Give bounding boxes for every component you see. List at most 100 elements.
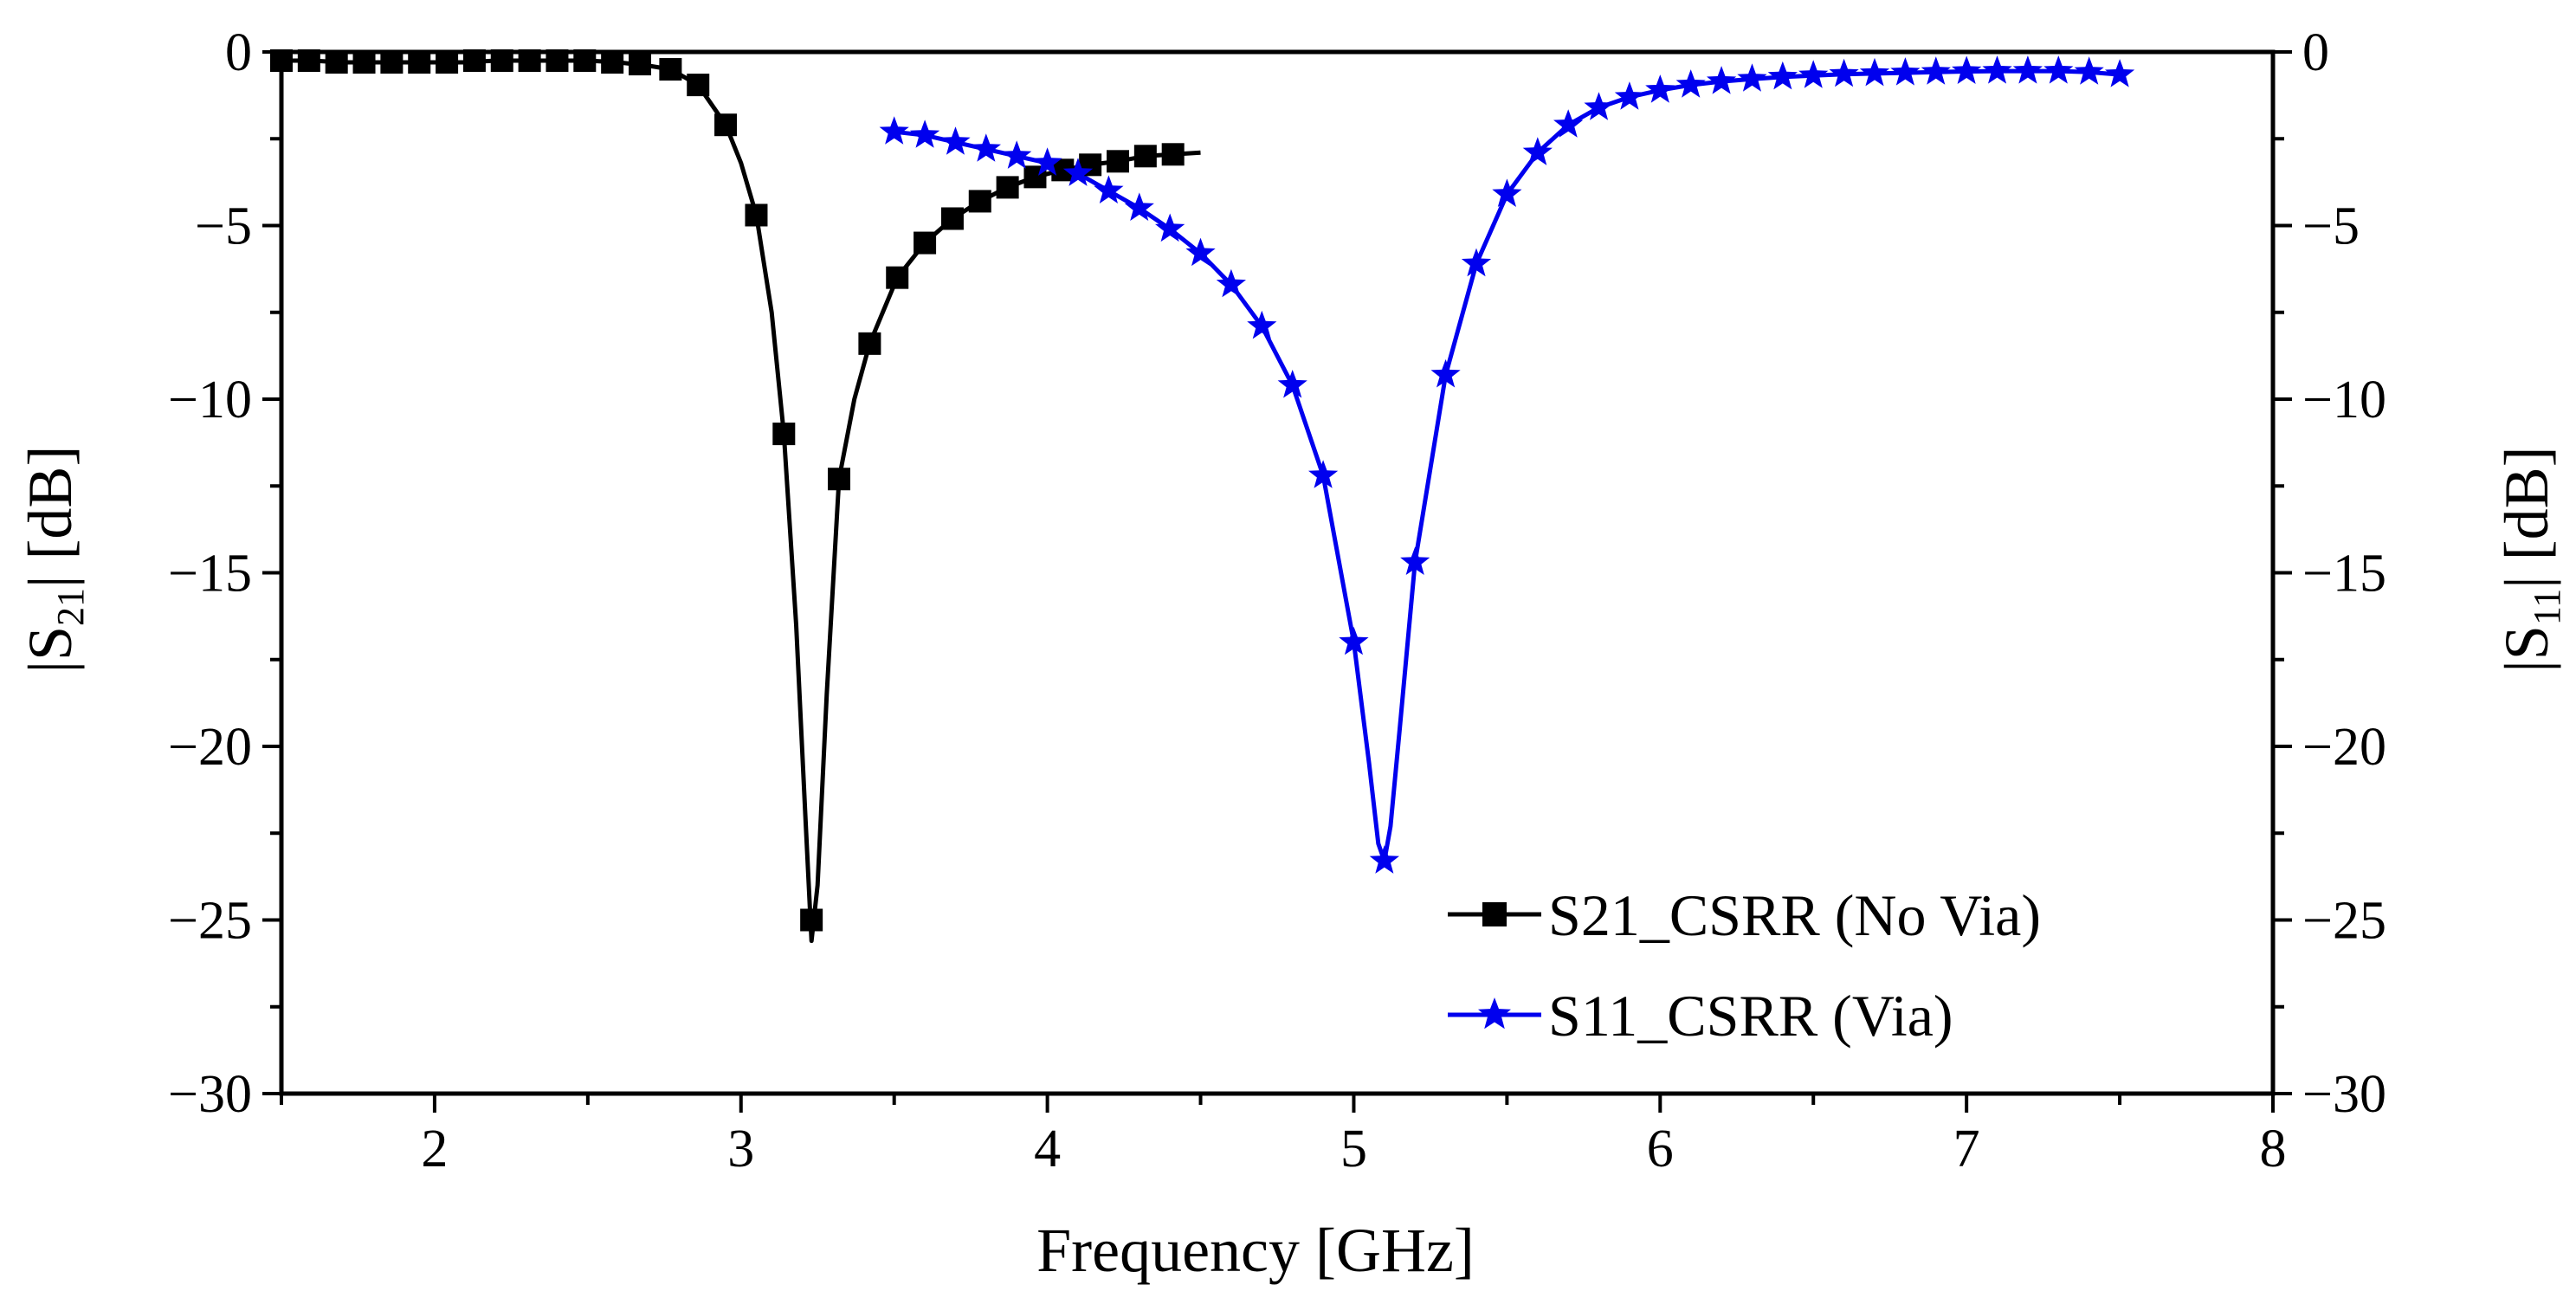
y-axis-title-left-sub: 21: [49, 588, 92, 626]
series-0-marker: [968, 190, 991, 213]
series-1-marker: [2012, 55, 2043, 84]
series-1-marker: [910, 119, 940, 148]
series-1-marker: [1094, 175, 1124, 203]
series-1-marker: [1277, 370, 1307, 398]
series-0-marker: [914, 231, 937, 255]
legend-marker-s21: [1482, 902, 1507, 926]
series-1-marker: [1339, 626, 1369, 655]
y-axis-title-right-sub: 11: [2526, 589, 2568, 625]
legend-label-s21: S21_CSRR (No Via): [1548, 882, 2041, 948]
legend-marker-s11: [1478, 997, 1511, 1030]
y-axis-title-right-suffix: | [dB]: [2492, 446, 2561, 588]
series-1-marker: [1155, 213, 1185, 242]
y-axis-title-right: |S11| [dB]: [2492, 446, 2568, 672]
series-1-marker: [1492, 178, 1522, 207]
series-0-marker: [800, 908, 823, 932]
series-1-marker: [1400, 546, 1430, 575]
series-1-marker: [1032, 147, 1062, 176]
series-0-marker: [325, 51, 348, 74]
x-tick-label: 2: [421, 1120, 448, 1178]
series-1-marker: [1247, 310, 1277, 339]
x-tick-label: 5: [1340, 1120, 1367, 1178]
x-tick-label: 6: [1647, 1120, 1674, 1178]
y-tick-label-left: −15: [168, 545, 252, 604]
series-0-marker: [940, 207, 964, 230]
lines-layer: [281, 58, 2121, 944]
series-1-marker: [1430, 358, 1461, 388]
markers-layer: [270, 49, 2135, 932]
series-1-marker: [1890, 57, 1921, 86]
series-0-marker: [828, 468, 850, 491]
series-0-marker: [380, 51, 404, 74]
series-1-marker: [1002, 140, 1032, 169]
x-tick-label: 7: [1953, 1120, 1980, 1178]
x-tick-label: 4: [1034, 1120, 1061, 1178]
series-1-marker: [971, 133, 1001, 162]
series-1-marker: [1829, 58, 1859, 87]
series-1-marker: [1982, 55, 2012, 84]
series-1-marker: [1798, 60, 1829, 88]
series-0-marker: [996, 176, 1019, 199]
legend: S21_CSRR (No Via) S11_CSRR (Via): [1448, 882, 2041, 1049]
series-0-marker: [629, 53, 651, 76]
series-1-marker: [2074, 56, 2104, 85]
y-axis-title-left-prefix: |S: [16, 626, 85, 673]
y-axis-title-left: |S21| [dB]: [16, 446, 92, 674]
series-1-marker: [940, 126, 971, 155]
series-0-marker: [886, 266, 909, 289]
series-1-marker: [1369, 845, 1399, 874]
y-tick-label-right: −5: [2302, 197, 2360, 256]
y-tick-label-left: −20: [168, 718, 252, 777]
y-tick-label-right: 0: [2302, 23, 2329, 82]
y-tick-label-right: −15: [2302, 545, 2386, 604]
series-0-marker: [408, 51, 431, 74]
series-0-marker: [601, 51, 624, 74]
series-1-marker: [1185, 237, 1216, 267]
series-1-marker: [879, 116, 909, 145]
y-axis-title-right-prefix: |S: [2492, 625, 2561, 672]
series-1-marker: [1614, 81, 1644, 110]
series-1-marker: [1859, 57, 1890, 87]
y-tick-label-right: −30: [2302, 1065, 2386, 1124]
series-0-marker: [858, 332, 881, 355]
series-1-marker: [1522, 137, 1553, 165]
series-1-marker: [1584, 92, 1614, 120]
series-0-marker: [687, 74, 710, 97]
y-tick-label-left: −30: [168, 1065, 252, 1124]
series-1-marker: [1707, 66, 1737, 94]
series-0-marker: [772, 423, 796, 446]
series-1-marker: [1952, 55, 1982, 84]
legend-label-s11: S11_CSRR (Via): [1548, 983, 1953, 1049]
y-tick-label-right: −20: [2302, 718, 2386, 777]
series-0-marker: [714, 113, 738, 137]
x-axis-title: Frequency [GHz]: [1036, 1216, 1475, 1285]
series-0-marker: [745, 203, 768, 227]
series-1-marker: [1767, 61, 1798, 90]
y-axis-title-left-suffix: | [dB]: [16, 446, 85, 588]
series-0-marker: [1133, 145, 1157, 168]
series-1-marker: [1675, 69, 1706, 98]
y-tick-label-left: 0: [225, 23, 252, 82]
y-tick-label-right: −25: [2302, 892, 2386, 951]
y-tick-label-left: −25: [168, 892, 252, 951]
series-1-marker: [1921, 56, 1951, 85]
y-tick-label-left: −5: [195, 197, 252, 256]
series-1-marker: [1124, 192, 1154, 221]
series-0-marker: [1161, 143, 1185, 166]
series-0-marker: [352, 51, 376, 74]
series-1-marker: [1062, 158, 1094, 186]
series-1-marker: [1216, 268, 1246, 298]
series-1-marker: [1308, 460, 1339, 488]
y-tick-label-right: −10: [2302, 371, 2386, 429]
series-1-marker: [1645, 74, 1675, 103]
series-0-marker: [659, 58, 682, 81]
axes-layer: 2 3 4 5 6 7 8 0 0 −5 −5 −10 −10 −15 −15 −20 −20 −25 −25 −30…: [168, 23, 2386, 1178]
series-line-0: [281, 58, 1201, 944]
series-0-marker: [436, 51, 459, 74]
x-tick-label: 3: [727, 1120, 754, 1178]
x-tick-label: 8: [2260, 1120, 2287, 1178]
series-1-marker: [2043, 55, 2074, 84]
series-1-marker: [1553, 109, 1584, 138]
y-tick-label-left: −10: [168, 371, 252, 429]
